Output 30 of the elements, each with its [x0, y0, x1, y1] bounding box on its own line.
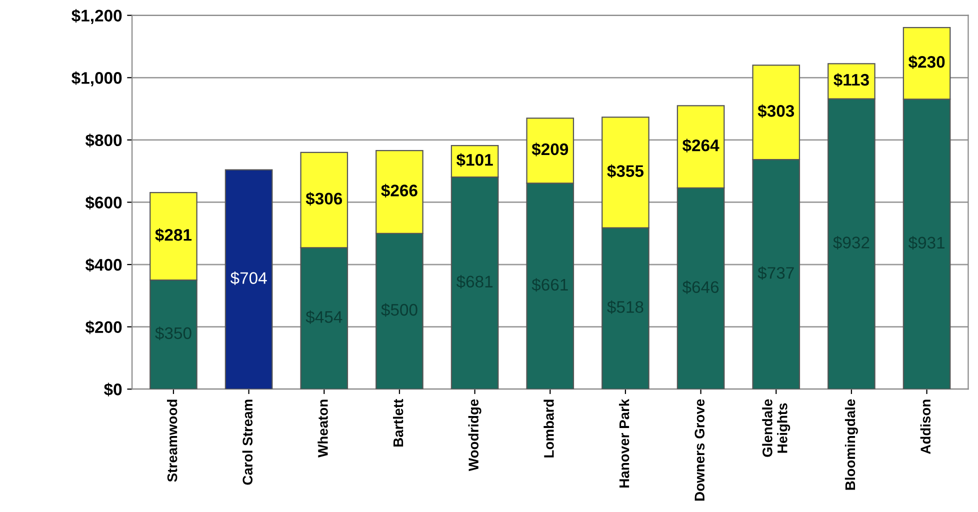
data-label: $264 [682, 138, 720, 152]
x-tick-label: Hanover Park [618, 398, 630, 488]
data-label: $230 [908, 55, 945, 69]
x-tick-label: Addison [920, 400, 931, 454]
data-label: $209 [532, 142, 568, 156]
x-tick-label: Bartlett [392, 399, 404, 447]
y-tick-label: $1,200 [72, 9, 122, 24]
y-tick-label: $1,000 [72, 71, 122, 86]
x-tick-label: Lombard [544, 400, 554, 458]
data-label: $113 [834, 73, 869, 87]
x-tick-label: Carol Stream [242, 400, 253, 485]
bar [224, 169, 273, 390]
x-tick-label: Bloomingdale [844, 399, 858, 490]
data-label: $266 [381, 184, 418, 198]
y-tick-label: $200 [85, 320, 122, 334]
data-label: $704 [230, 271, 267, 285]
x-tick-label: Downers Grove [694, 399, 705, 501]
x-tick-label: Glendale Heights [762, 399, 790, 457]
y-tick-label: $400 [85, 258, 122, 272]
y-tick-label: $0 [104, 382, 122, 396]
x-tick-label: Streamwood [166, 400, 178, 482]
x-tick-label: Woodridge [468, 399, 482, 472]
data-label: $355 [607, 164, 644, 178]
y-tick-label: $600 [85, 196, 122, 210]
data-label: $306 [306, 192, 342, 206]
data-label: $101 [456, 153, 493, 167]
data-label: $281 [155, 228, 192, 242]
x-tick-label: Wheaton [318, 400, 328, 458]
data-label: $303 [758, 104, 794, 118]
y-tick-label: $800 [85, 134, 122, 148]
